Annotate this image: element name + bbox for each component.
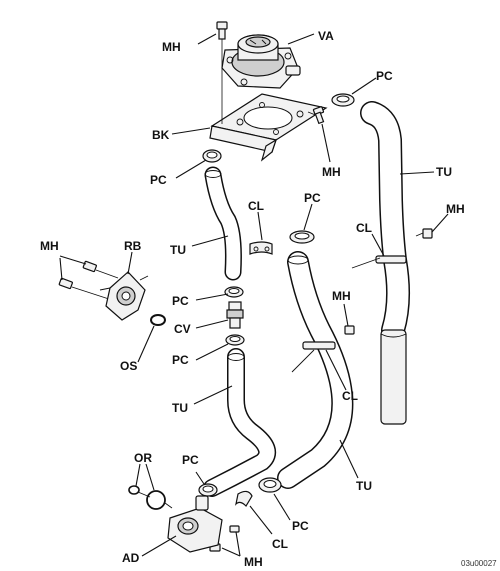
label-pc-mid: PC [304, 191, 321, 205]
clamp-mid [289, 230, 315, 244]
label-pc-bottom-right: PC [292, 519, 309, 533]
check-valve [226, 301, 244, 329]
label-cv: CV [174, 322, 191, 336]
label-va: VA [318, 29, 334, 43]
screw-far-right [415, 228, 433, 239]
adapter [167, 495, 223, 553]
label-pc-left-mid: PC [172, 294, 189, 308]
leader-lines [59, 33, 449, 557]
clamp-left-low [225, 334, 245, 346]
valve-assembly [221, 34, 301, 89]
o-rings [128, 485, 173, 510]
o-seal [150, 314, 166, 326]
figure-code: 03u00027 [461, 559, 497, 568]
label-mh-center: MH [332, 289, 351, 303]
cable-clamp-center [291, 341, 336, 373]
label-tu-bottom-right: TU [356, 479, 372, 493]
tube-left-lower [203, 348, 277, 497]
label-or: OR [134, 451, 152, 465]
label-cl-right: CL [356, 221, 372, 235]
clamp-bottom-right [258, 477, 282, 493]
tube-right [360, 101, 411, 425]
bracket [209, 93, 328, 162]
clamp-top-right [331, 93, 355, 107]
label-cl-center: CL [342, 389, 358, 403]
label-tu-right: TU [436, 165, 452, 179]
cable-clamp-mid [249, 241, 273, 255]
label-ad: AD [122, 551, 140, 565]
retaining-bracket [99, 271, 149, 321]
label-cl-bottom: CL [272, 537, 288, 551]
label-pc-bottom-left: PC [182, 453, 199, 467]
label-pc-left-low: PC [172, 353, 189, 367]
label-mh-top: MH [162, 40, 181, 54]
cable-clamp-bottom [235, 490, 253, 507]
screws-left [58, 260, 119, 301]
label-rb: RB [124, 239, 142, 253]
screw-center [344, 325, 355, 335]
label-cl-mid: CL [248, 199, 264, 213]
label-os: OS [120, 359, 137, 373]
screw-mid [312, 106, 325, 125]
tube-middle [277, 251, 354, 489]
label-pc-top-right: PC [376, 69, 393, 83]
clamp-left-top [202, 149, 222, 163]
cable-clamp-right [351, 255, 407, 269]
label-tu-left: TU [170, 243, 186, 257]
tube-left-upper [204, 166, 242, 281]
clamp-bottom-left [198, 483, 218, 497]
label-mh-left: MH [40, 239, 59, 253]
label-bk: BK [152, 128, 170, 142]
label-tu-bottom-left: TU [172, 401, 188, 415]
label-mh-far-right: MH [446, 202, 465, 216]
clamp-left-mid [224, 286, 244, 298]
label-mh-bottom: MH [244, 555, 263, 569]
screw-top [216, 21, 228, 40]
label-pc-left-top: PC [150, 173, 167, 187]
label-mh-mid: MH [322, 165, 341, 179]
